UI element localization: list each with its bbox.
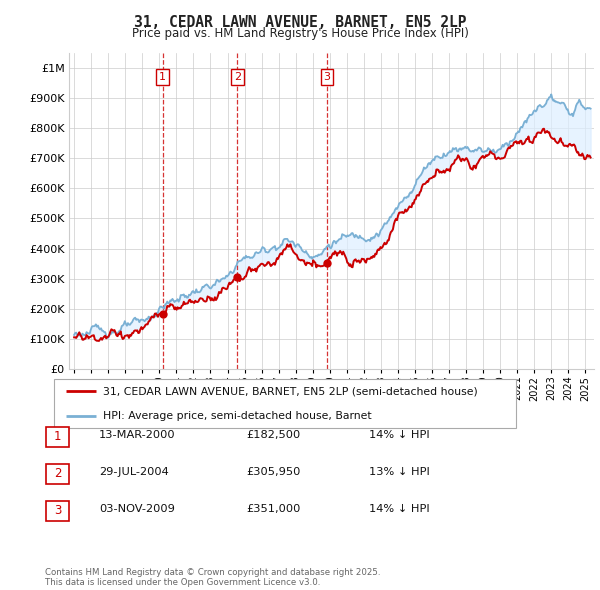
Text: HPI: Average price, semi-detached house, Barnet: HPI: Average price, semi-detached house,… — [103, 411, 371, 421]
Text: 2: 2 — [233, 72, 241, 82]
Text: 31, CEDAR LAWN AVENUE, BARNET, EN5 2LP: 31, CEDAR LAWN AVENUE, BARNET, EN5 2LP — [134, 15, 466, 30]
Text: 29-JUL-2004: 29-JUL-2004 — [99, 467, 169, 477]
Text: 14% ↓ HPI: 14% ↓ HPI — [369, 504, 430, 514]
Text: 3: 3 — [54, 504, 61, 517]
Text: 3: 3 — [323, 72, 331, 82]
Text: 1: 1 — [159, 72, 166, 82]
FancyBboxPatch shape — [46, 501, 69, 521]
Text: Contains HM Land Registry data © Crown copyright and database right 2025.
This d: Contains HM Land Registry data © Crown c… — [45, 568, 380, 587]
Text: 2: 2 — [54, 467, 61, 480]
FancyBboxPatch shape — [54, 379, 516, 428]
FancyBboxPatch shape — [46, 427, 69, 447]
Text: 31, CEDAR LAWN AVENUE, BARNET, EN5 2LP (semi-detached house): 31, CEDAR LAWN AVENUE, BARNET, EN5 2LP (… — [103, 386, 477, 396]
Text: Price paid vs. HM Land Registry's House Price Index (HPI): Price paid vs. HM Land Registry's House … — [131, 27, 469, 40]
FancyBboxPatch shape — [46, 464, 69, 484]
Text: 03-NOV-2009: 03-NOV-2009 — [99, 504, 175, 514]
Text: £305,950: £305,950 — [246, 467, 301, 477]
Text: 13% ↓ HPI: 13% ↓ HPI — [369, 467, 430, 477]
Text: 13-MAR-2000: 13-MAR-2000 — [99, 430, 176, 440]
Text: £182,500: £182,500 — [246, 430, 300, 440]
Text: 14% ↓ HPI: 14% ↓ HPI — [369, 430, 430, 440]
Text: 1: 1 — [54, 430, 61, 443]
Text: £351,000: £351,000 — [246, 504, 301, 514]
